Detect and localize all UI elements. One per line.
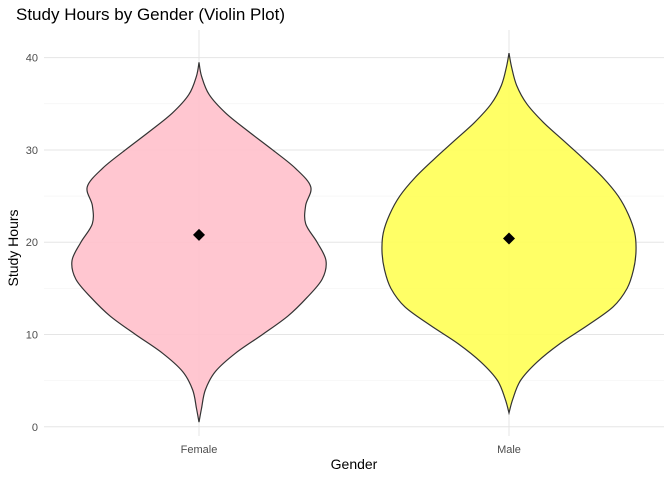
y-tick-label: 0 [32,422,38,434]
mean-markers [193,228,515,245]
x-tick-labels: Female Male [181,444,521,456]
y-tick-label: 20 [26,237,38,249]
chart-title: Study Hours by Gender (Violin Plot) [16,5,285,24]
x-axis-title: Gender [331,456,378,472]
y-tick-labels: 0 10 20 30 40 [26,53,38,434]
y-axis-title: Study Hours [5,209,21,286]
mean-marker-male [503,232,515,245]
violins [71,52,637,423]
x-tick-label: Female [181,444,218,456]
y-tick-label: 10 [26,330,38,342]
y-tick-label: 40 [26,53,38,65]
mean-marker-female [193,228,205,241]
y-tick-label: 30 [26,145,38,157]
x-tick-label: Male [497,444,521,456]
violin-female [71,62,327,423]
